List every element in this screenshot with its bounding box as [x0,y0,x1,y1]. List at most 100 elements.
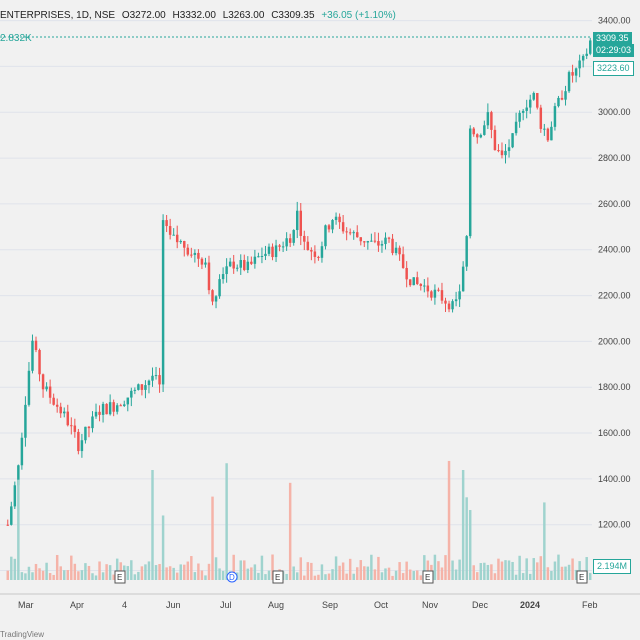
candle-body [70,425,73,427]
candle-body [137,384,140,390]
candle-body [211,290,214,302]
volume-bar [59,566,62,580]
volume-bar [571,558,574,580]
volume-bar [472,565,475,580]
volume-bar [539,556,543,580]
candle-body [352,232,355,234]
candle-body [454,299,458,302]
event-marker-label: E [275,573,280,582]
volume-bar [560,566,564,580]
volume-bar [458,559,461,580]
candle-body [179,240,182,243]
candle-body [465,236,468,267]
volume-bar [444,555,447,580]
candle-body [59,406,62,414]
candle-body [274,245,278,258]
candle-body [539,107,543,129]
volume-bar [151,470,154,580]
volume-bar [225,463,228,580]
candle-body [80,440,84,452]
volume-bar [536,562,539,580]
candle-body [588,40,592,54]
candle-body [479,134,483,138]
candle-body [366,241,370,243]
candle-body [24,404,27,438]
volume-bar [521,573,525,580]
candle-body [144,385,147,390]
x-tick-label: Jun [166,600,181,610]
volume-bar [80,570,84,580]
candle-body [511,133,514,148]
candle-body [31,340,34,371]
candle-body [168,226,172,235]
candle-body [426,285,430,292]
volume-bar [317,574,320,580]
event-marker-label: E [579,573,584,582]
volume-bar [476,572,479,580]
candle-body [578,60,581,69]
volume-bar [412,571,415,580]
candle-body [546,128,550,141]
candle-body [218,279,221,297]
volume-bar [543,502,546,580]
candle-body [288,238,292,243]
dividend-marker [226,571,238,583]
y-tick-label: 3400.00 [598,16,631,26]
volume-bar [264,574,267,580]
candle-body [161,220,165,385]
volume-bar [504,560,507,580]
volume-bar [17,479,20,580]
symbol-label[interactable]: ENTERPRISES, 1D, NSE [0,10,116,21]
candle-body [493,129,497,151]
volume-bar [588,572,592,580]
candle-body [214,296,218,302]
candle-body [550,126,553,141]
volume-bar [98,561,101,580]
volume-bar [359,560,363,580]
legend-header: ENTERPRISES, 1D, NSE O3272.00 H3332.00 L… [0,10,400,21]
volume-bar [179,564,182,580]
volume-bar [66,570,70,580]
candle-body [6,524,10,526]
candle-body [437,289,440,291]
candle-body [112,402,115,412]
candle-body [405,267,408,280]
candle-body [521,110,525,113]
candle-body [507,147,511,151]
volume-bar [454,569,458,580]
volume-bar [221,570,225,580]
watermark: TradingView [0,630,45,639]
volume-bar [232,554,235,580]
candle-body [514,121,518,134]
volume-bar [306,562,310,580]
volume-bar [437,561,440,580]
candle-body [525,107,528,111]
volume-bar [341,562,345,580]
volume-bar [130,560,133,580]
volume-bar [373,569,377,580]
candle-body [564,91,567,100]
x-tick-label: Aug [268,600,284,610]
candle-body [483,125,486,135]
candle-body [200,258,204,265]
volume-bar [87,565,91,580]
candle-body [370,240,373,242]
volume-bar [70,555,73,580]
candle-body [571,72,574,76]
candle-body [151,375,154,381]
volume-bar [260,555,264,580]
candle-body [207,262,211,291]
earnings-marker [422,570,434,584]
volume-bar [550,570,553,580]
volume-bar [299,557,303,580]
candle-body [119,405,122,407]
volume-bar [401,573,405,580]
candle-body [281,246,285,248]
open-value: O3272.00 [121,10,166,21]
candle-body [52,397,55,405]
candle-body [38,349,41,375]
volume-bar [200,570,204,580]
volume-bar [115,558,119,580]
volume-bar [52,574,55,580]
